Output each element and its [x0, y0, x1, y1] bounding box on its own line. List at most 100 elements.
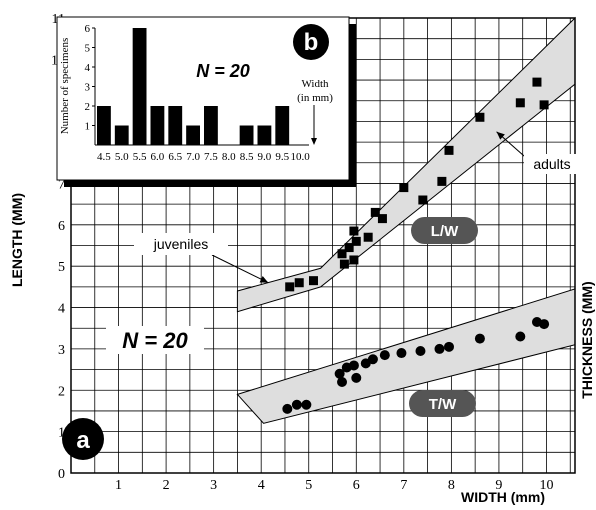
band-tw — [236, 288, 576, 424]
tw-point — [367, 354, 378, 365]
inset-x-tick-label: 6.5 — [168, 151, 182, 163]
lw-point — [294, 278, 304, 288]
tw-point — [337, 377, 348, 387]
panel-a-letter: a — [76, 427, 90, 454]
x-tick-label: 2 — [163, 478, 170, 493]
juveniles-label-bg — [134, 233, 228, 255]
tw-badge: T/W — [409, 390, 476, 417]
main-n-label-bg — [106, 326, 204, 354]
tw-point — [282, 403, 293, 414]
lw-point — [437, 176, 447, 186]
adults-label-bg — [524, 154, 576, 174]
lw-point — [399, 183, 409, 193]
inset-x-tick-label: 8.5 — [240, 151, 254, 163]
x-tick-label: 10 — [539, 478, 553, 493]
y-tick-label: 3 — [58, 343, 65, 358]
lw-badge: L/W — [411, 217, 478, 244]
x-axis-title: WIDTH (mm) — [461, 489, 545, 505]
lw-point — [363, 232, 373, 242]
inset-n-label: N = 20 — [196, 61, 250, 81]
inset-x-title-line2: (in mm) — [297, 92, 333, 104]
tw-point — [474, 333, 485, 344]
panel-b-letter: b — [304, 29, 319, 56]
tw-point — [301, 399, 312, 410]
lw-point — [339, 259, 349, 269]
tw-point — [291, 399, 302, 410]
y-tick-label: 6 — [58, 219, 65, 234]
y-tick-label: 5 — [58, 260, 65, 275]
adults-label: adults — [533, 156, 570, 172]
main-n-label: N = 20 — [122, 328, 188, 353]
inset-border — [56, 16, 350, 181]
inset-y-tick-label: 5 — [85, 43, 91, 55]
x-tick-label: 4 — [258, 478, 265, 493]
lw-point — [337, 249, 347, 259]
y-tick-label: 4 — [58, 302, 65, 317]
lw-point — [418, 195, 428, 205]
inset-x-title-line1: Width — [301, 78, 329, 90]
lw-point — [349, 255, 359, 265]
y-tick-label: 2 — [58, 384, 65, 399]
lw-point — [370, 207, 380, 217]
inset-x-tick-label: 7.0 — [186, 151, 200, 163]
tw-point — [539, 319, 550, 330]
inset-width-arrowhead — [311, 138, 317, 145]
lw-point — [515, 98, 525, 108]
histogram-bar — [114, 125, 129, 145]
panel-a-badge: a — [62, 418, 104, 460]
inset-x-tick-label: 4.5 — [97, 151, 111, 163]
x-tick-label: 3 — [210, 478, 217, 493]
x-tick-label: 7 — [400, 478, 407, 493]
tw-point — [348, 360, 359, 371]
histogram-bar — [186, 125, 200, 145]
inset-x-tick-label: 5.0 — [115, 151, 129, 163]
y-axis-title: LENGTH (MM) — [9, 193, 25, 287]
y-tick-label: 0 — [58, 467, 65, 482]
lw-point — [377, 214, 387, 224]
lw-point — [475, 112, 485, 122]
inset-x-tick-label: 10.0 — [290, 151, 310, 163]
x-tick-label: 1 — [115, 478, 122, 493]
histogram-bar — [204, 106, 218, 145]
inset-x-tick-label: 7.5 — [204, 151, 218, 163]
tw-point — [515, 331, 526, 342]
tw-point — [415, 345, 426, 356]
lw-point — [285, 282, 295, 292]
juveniles-label: juveniles — [153, 236, 208, 252]
tw-point — [444, 341, 454, 352]
histogram-bar — [239, 125, 254, 145]
y-tick-label: 1 — [58, 426, 65, 441]
histogram-bar — [132, 28, 147, 145]
inset-y-tick-label: 2 — [85, 101, 91, 113]
histogram-bar — [97, 106, 111, 145]
x-tick-label: 5 — [305, 478, 312, 493]
panel-b-badge: b — [293, 24, 329, 60]
inset-x-tick-label: 8.0 — [222, 151, 236, 163]
tw-point — [396, 348, 407, 359]
tw-point — [334, 368, 345, 379]
tw-point — [379, 350, 390, 361]
inset-y-tick-label: 4 — [85, 62, 91, 74]
juveniles-arrowhead — [259, 276, 269, 283]
lw-point — [308, 276, 318, 286]
inset-x-tick-label: 9.0 — [258, 151, 272, 163]
tw-point — [351, 372, 362, 383]
inset-x-tick-label: 9.5 — [275, 151, 289, 163]
inset-ticks: 4.5 5.0 5.5 6.0 6.5 7.0 7.5 8.0 8.5 9.0 9.5 10.0 1 2 3… — [85, 23, 311, 163]
histogram-bar — [257, 125, 272, 145]
tw-badge-text: T/W — [429, 396, 457, 413]
main-points — [282, 77, 550, 414]
histogram-bar — [275, 106, 290, 145]
tw-point — [434, 343, 445, 354]
lw-point — [444, 145, 454, 155]
lw-point — [344, 243, 354, 253]
x-tick-label: 9 — [495, 478, 502, 493]
histogram-bar — [150, 106, 165, 145]
inset-x-tick-label: 5.5 — [133, 151, 147, 163]
lw-point — [349, 226, 359, 236]
histogram-bar — [168, 106, 183, 145]
lw-point — [532, 77, 542, 87]
juveniles-leader — [211, 254, 269, 284]
x-tick-label: 6 — [353, 478, 360, 493]
